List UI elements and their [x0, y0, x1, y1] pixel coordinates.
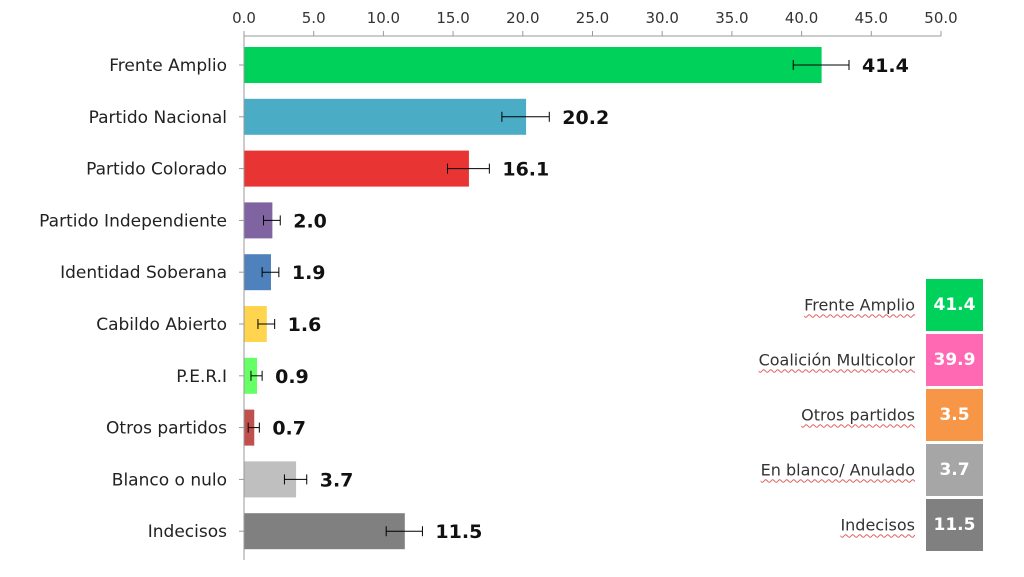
x-tick-label: 40.0 — [785, 9, 818, 27]
x-tick-label: 20.0 — [506, 9, 539, 27]
category-label: Otros partidos — [106, 419, 227, 439]
summary-label: Otros partidos — [801, 405, 915, 425]
summary-label: Indecisos — [840, 515, 915, 535]
summary-value-box: 3.5 — [926, 389, 983, 441]
category-label: Partido Independiente — [39, 211, 227, 231]
bar — [244, 98, 527, 135]
summary-label: Frente Amplio — [804, 295, 915, 315]
bar — [244, 306, 267, 342]
bar — [244, 47, 822, 83]
data-label: 16.1 — [502, 159, 549, 181]
category-label: Frente Amplio — [109, 56, 227, 76]
data-label: 0.9 — [275, 366, 309, 388]
summary-row: Frente Amplio 41.4 — [700, 279, 983, 331]
summary-value-box: 41.4 — [926, 279, 983, 331]
x-tick-label: 15.0 — [436, 9, 469, 27]
summary-row: Otros partidos 3.5 — [700, 389, 983, 441]
summary-value-box: 39.9 — [926, 334, 983, 386]
x-tick-label: 10.0 — [367, 9, 400, 27]
summary-row: Indecisos 11.5 — [700, 499, 983, 551]
data-label: 3.7 — [320, 469, 354, 491]
data-label: 1.9 — [292, 262, 326, 284]
category-label: Identidad Soberana — [60, 263, 227, 283]
x-tick-label: 30.0 — [645, 9, 678, 27]
category-label: P.E.R.I — [176, 367, 227, 387]
summary-value-box: 11.5 — [926, 499, 983, 551]
summary-row: En blanco/ Anulado 3.7 — [700, 444, 983, 496]
category-label: Cabildo Abierto — [96, 315, 227, 335]
data-label: 0.7 — [272, 418, 306, 440]
category-label: Blanco o nulo — [112, 470, 227, 490]
x-tick-label: 45.0 — [855, 9, 888, 27]
summary-label: En blanco/ Anulado — [760, 460, 915, 480]
summary-value-box: 3.7 — [926, 444, 983, 496]
x-tick-label: 25.0 — [576, 9, 609, 27]
data-label: 41.4 — [862, 55, 909, 77]
summary-row: Coalición Multicolor 39.9 — [700, 334, 983, 386]
data-label: 1.6 — [288, 314, 322, 336]
category-label: Indecisos — [148, 522, 227, 542]
summary-label: Coalición Multicolor — [758, 350, 915, 370]
x-tick-label: 5.0 — [302, 9, 326, 27]
category-label: Partido Colorado — [86, 160, 227, 180]
bar — [244, 513, 405, 550]
data-label: 20.2 — [562, 107, 609, 129]
data-label: 2.0 — [293, 210, 327, 232]
x-tick-label: 50.0 — [924, 9, 957, 27]
category-label: Partido Nacional — [89, 108, 227, 128]
data-label: 11.5 — [435, 521, 482, 543]
bar — [244, 150, 469, 187]
x-tick-label: 35.0 — [715, 9, 748, 27]
x-tick-label: 0.0 — [232, 9, 256, 27]
